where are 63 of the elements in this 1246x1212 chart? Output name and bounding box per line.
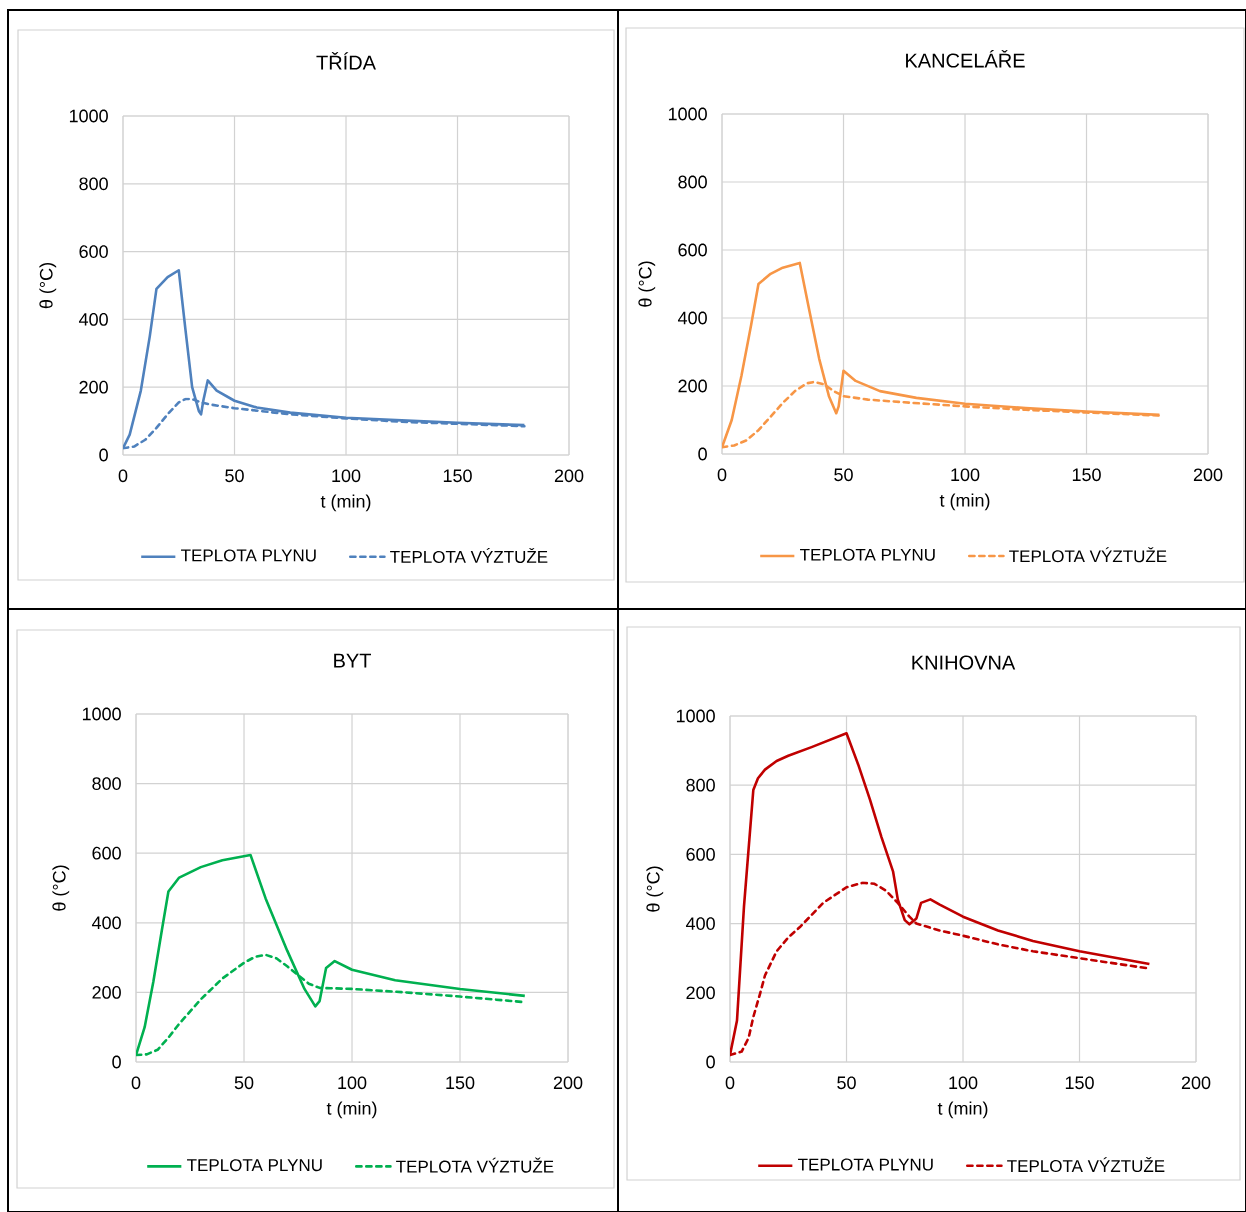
legend-label: TEPLOTA VÝZTUŽE: [390, 547, 548, 563]
y-tick-label: 800: [92, 777, 121, 790]
y-tick-label: 0: [706, 1055, 715, 1069]
x-tick-label: 150: [1072, 468, 1101, 482]
y-tick-label: 1000: [668, 107, 707, 121]
y-tick-label: 400: [685, 917, 715, 930]
y-tick-label: 600: [92, 846, 121, 860]
y-tick-label: 200: [678, 379, 707, 393]
x-axis-title: t (min): [320, 494, 371, 512]
legend-label: TEPLOTA VÝZTUŽE: [1007, 1157, 1165, 1173]
chart-title: TŘÍDA: [316, 52, 376, 70]
y-tick-label: 0: [99, 448, 108, 462]
x-axis-title: t (min): [939, 493, 990, 511]
legend-label: TEPLOTA PLYNU: [187, 1159, 322, 1172]
x-tick-label: 0: [717, 468, 727, 482]
y-tick-label: 0: [112, 1055, 121, 1069]
y-tick-label: 0: [698, 447, 707, 461]
x-tick-label: 50: [834, 468, 853, 482]
x-tick-label: 200: [553, 1076, 583, 1090]
x-tick-label: 100: [332, 469, 361, 483]
y-tick-label: 200: [686, 986, 715, 1000]
x-tick-label: 100: [951, 468, 980, 482]
x-tick-label: 100: [338, 1076, 367, 1090]
x-tick-label: 50: [837, 1076, 856, 1090]
legend-label: TEPLOTA PLYNU: [181, 549, 316, 562]
y-tick-label: 1000: [676, 709, 715, 723]
y-tick-label: 200: [92, 986, 121, 999]
x-tick-label: 200: [1193, 468, 1223, 482]
y-tick-label: 600: [79, 245, 108, 258]
x-tick-label: 100: [949, 1076, 978, 1090]
x-tick-label: 200: [1181, 1076, 1211, 1090]
y-axis-title: θ (°C): [52, 865, 70, 911]
chart-title: KANCELÁŘE: [906, 49, 1025, 68]
x-tick-label: 150: [443, 469, 472, 483]
y-axis-title: θ (°C): [646, 866, 664, 912]
y-tick-label: 600: [678, 243, 707, 257]
legend-label: TEPLOTA VÝZTUŽE: [1009, 547, 1167, 563]
y-tick-label: 1000: [82, 707, 121, 721]
x-tick-label: 200: [554, 469, 584, 483]
x-tick-label: 50: [225, 469, 244, 483]
legend-label: TEPLOTA PLYNU: [800, 548, 935, 561]
y-axis-title: θ (°C): [39, 263, 57, 309]
chart-title: KNIHOVNA: [912, 655, 1016, 670]
x-tick-label: 150: [1065, 1076, 1094, 1090]
x-tick-label: 150: [446, 1076, 475, 1090]
y-tick-label: 1000: [69, 109, 108, 123]
y-tick-label: 400: [677, 311, 707, 325]
y-tick-label: 200: [79, 380, 108, 394]
x-tick-label: 50: [234, 1076, 254, 1090]
y-tick-label: 800: [678, 175, 707, 189]
x-tick-label: 0: [725, 1076, 735, 1090]
y-tick-label: 400: [78, 313, 108, 326]
chart-title: BYT: [334, 653, 371, 668]
x-axis-title: t (min): [326, 1101, 377, 1119]
y-axis-title: θ (°C): [638, 261, 656, 307]
y-tick-label: 800: [686, 778, 715, 792]
y-tick-label: 600: [686, 848, 715, 861]
y-tick-label: 800: [79, 177, 108, 191]
y-tick-label: 400: [91, 916, 121, 930]
x-axis-title: t (min): [937, 1101, 988, 1119]
legend-label: TEPLOTA PLYNU: [798, 1158, 933, 1171]
x-tick-label: 0: [131, 1076, 141, 1090]
legend-label: TEPLOTA VÝZTUŽE: [396, 1157, 554, 1173]
